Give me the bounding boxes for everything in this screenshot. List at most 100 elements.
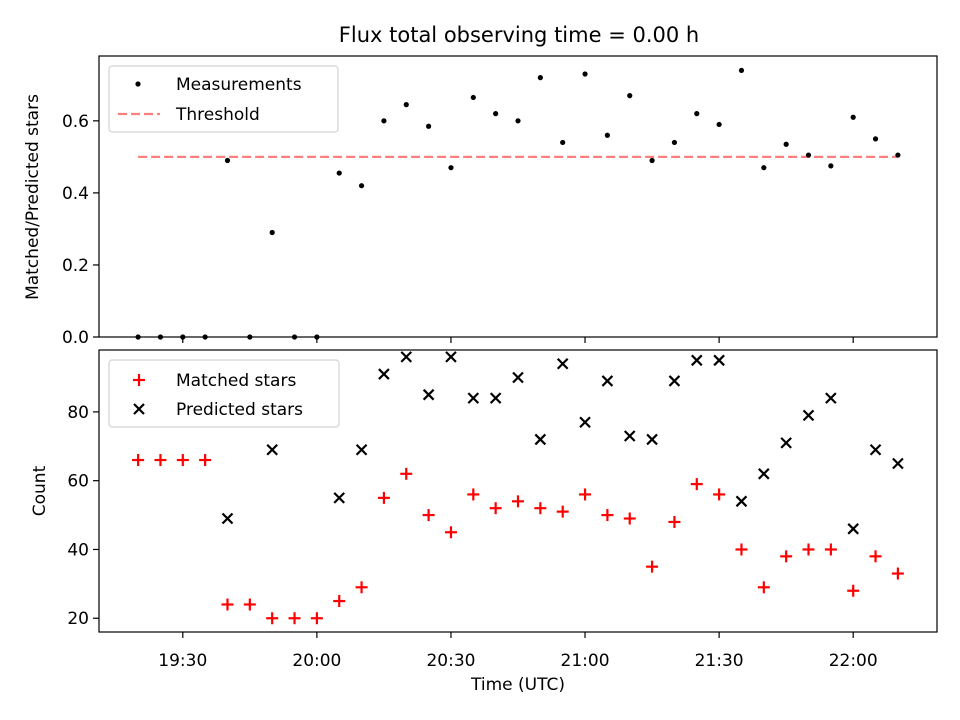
top-ytick-label: 0.2 xyxy=(62,256,89,276)
measurement-point xyxy=(805,152,812,158)
bottom-axes-frame xyxy=(98,349,938,633)
predicted-star-point xyxy=(221,512,234,525)
predicted-star-point xyxy=(333,492,346,504)
matched-star-point xyxy=(623,512,636,525)
xtick-label: 19:30 xyxy=(158,651,207,671)
measurement-point xyxy=(761,165,767,171)
matched-star-point xyxy=(869,550,882,563)
measurement-point xyxy=(604,132,610,138)
predicted-star-point xyxy=(512,371,524,384)
predicted-star-point xyxy=(378,368,390,380)
top-x-ticks xyxy=(182,337,854,343)
matched-star-point xyxy=(668,515,681,528)
matched-star-point xyxy=(266,612,279,625)
chart-title: Flux total observing time = 0.00 h xyxy=(339,23,699,47)
measurement-point xyxy=(671,139,678,146)
measurement-point xyxy=(895,152,901,158)
measurement-points xyxy=(135,67,901,340)
predicted-star-point xyxy=(556,357,569,370)
matched-star-point xyxy=(690,478,703,491)
matched-star-point xyxy=(802,543,815,556)
measurement-point xyxy=(850,114,856,120)
predicted-star-point xyxy=(802,409,815,422)
predicted-star-point xyxy=(646,433,658,446)
matched-star-point xyxy=(243,598,256,611)
predicted-star-point xyxy=(668,375,681,387)
measurement-point xyxy=(470,94,476,101)
predicted-star-point xyxy=(489,392,502,404)
matched-star-point xyxy=(355,581,368,594)
predicted-star-point xyxy=(467,392,480,404)
measurement-point xyxy=(269,229,275,236)
measurement-point xyxy=(493,111,499,117)
matched-star-point xyxy=(333,595,346,608)
predicted-star-point xyxy=(579,416,591,428)
predicted-star-point xyxy=(422,388,435,401)
predicted-star-point xyxy=(780,437,792,449)
top-ytick-label: 0.0 xyxy=(62,328,89,348)
matched-star-point xyxy=(601,509,614,522)
matched-star-point xyxy=(512,495,524,508)
measurement-point xyxy=(358,183,365,189)
matched-star-point xyxy=(891,567,904,580)
measurement-point xyxy=(180,334,186,340)
bottom-y-axis-label: Count xyxy=(30,465,50,516)
matched-star-point xyxy=(132,454,145,467)
matched-star-point xyxy=(757,581,770,594)
bottom-x-ticks: 19:30 20:00 20:30 21:00 21:30 22:00 xyxy=(158,632,878,671)
measurement-point xyxy=(224,157,231,164)
top-ytick-label: 0.6 xyxy=(62,112,89,132)
legend-label-threshold: Threshold xyxy=(175,105,260,125)
legend-marker-matched xyxy=(133,374,145,386)
top-y-axis-label: Matched/Predicted stars xyxy=(23,94,43,300)
measurement-point xyxy=(560,139,566,146)
predicted-star-point xyxy=(355,443,368,456)
measurement-point xyxy=(649,157,655,164)
top-y-ticks: 0.0 0.2 0.4 0.6 xyxy=(62,112,99,348)
predicted-star-point xyxy=(713,354,725,367)
legend-label-matched: Matched stars xyxy=(176,371,296,391)
predicted-star-point xyxy=(623,430,636,442)
matched-star-point xyxy=(646,560,659,573)
matched-star-point xyxy=(847,584,860,597)
measurement-point xyxy=(783,141,789,147)
matched-star-point xyxy=(735,543,748,556)
matched-star-point xyxy=(199,454,212,467)
top-ytick-label: 0.4 xyxy=(62,184,89,204)
measurement-point xyxy=(381,118,387,124)
measurement-point xyxy=(291,334,298,340)
predicted-star-point xyxy=(892,457,904,470)
measurement-point xyxy=(135,334,141,340)
legend-label-predicted: Predicted stars xyxy=(176,400,303,420)
bottom-ytick-label: 80 xyxy=(67,403,89,423)
predicted-star-point xyxy=(601,375,614,387)
bottom-ytick-label: 60 xyxy=(67,472,89,492)
matched-star-point xyxy=(444,526,457,539)
matched-star-point xyxy=(288,612,301,625)
predicted-star-point xyxy=(735,495,748,508)
count-points xyxy=(132,351,904,625)
measurement-point xyxy=(716,121,722,128)
predicted-star-point xyxy=(825,392,837,404)
xtick-label: 20:30 xyxy=(426,651,475,671)
xtick-label: 21:00 xyxy=(561,651,610,671)
xtick-label: 21:30 xyxy=(695,651,744,671)
matched-star-point xyxy=(221,598,234,611)
bottom-legend-box xyxy=(108,359,340,428)
predicted-star-point xyxy=(690,354,703,367)
matched-star-point xyxy=(377,491,390,504)
legend-marker-predicted xyxy=(133,403,145,415)
predicted-star-point xyxy=(534,433,547,446)
matched-star-point xyxy=(154,454,167,467)
predicted-star-point xyxy=(445,351,457,363)
matched-star-point xyxy=(824,543,837,556)
predicted-star-point xyxy=(266,443,278,456)
matched-star-point xyxy=(556,505,569,518)
bottom-y-ticks: 20 40 60 80 xyxy=(67,403,99,629)
xtick-label: 22:00 xyxy=(829,651,878,671)
measurement-point xyxy=(157,334,164,340)
measurement-point xyxy=(627,93,633,99)
top-legend-box xyxy=(108,65,339,133)
